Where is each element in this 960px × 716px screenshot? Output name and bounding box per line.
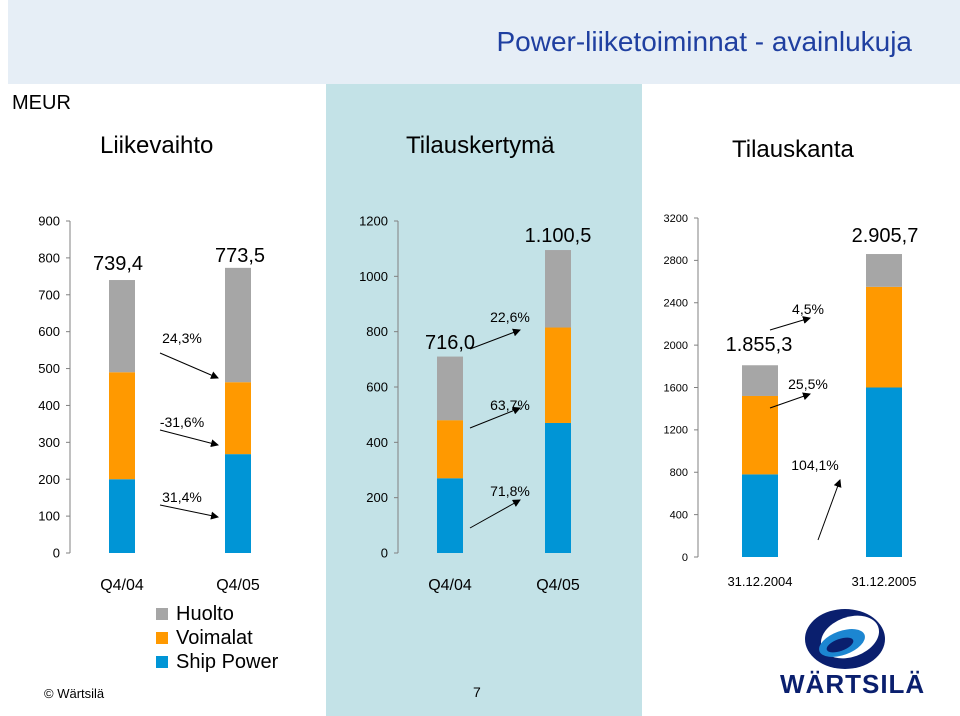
- legend-label-ship-power: Ship Power: [176, 650, 279, 673]
- change-arrow: [469, 499, 521, 529]
- logo-text: WÄRTSILÄ: [780, 669, 926, 699]
- y-tick-label: 0: [53, 546, 60, 561]
- change-label: 71,8%: [490, 483, 530, 499]
- category-label: Q4/04: [100, 577, 144, 594]
- category-label: 31.12.2004: [727, 574, 792, 589]
- bar-segment: [437, 478, 463, 553]
- y-tick-label: 3200: [664, 213, 688, 225]
- total-label: 1.855,3: [726, 334, 793, 356]
- change-arrow: [159, 352, 219, 379]
- page-number: 7: [473, 684, 481, 700]
- y-tick-label: 200: [38, 472, 60, 487]
- change-label: 63,7%: [490, 397, 530, 413]
- chart-title-tilauskertyma: Tilauskertymä: [406, 132, 555, 159]
- y-tick-label: 1000: [359, 269, 388, 284]
- legend-swatch-ship-power: [156, 656, 168, 668]
- legend-swatch-voimalat: [156, 632, 168, 644]
- legend-swatch-huolto: [156, 608, 168, 620]
- category-label: 31.12.2005: [851, 574, 916, 589]
- bar-segment: [742, 365, 778, 396]
- bar-segment: [866, 254, 902, 287]
- y-tick-label: 800: [38, 250, 60, 265]
- change-label: 4,5%: [792, 301, 824, 317]
- total-label: 716,0: [425, 332, 475, 354]
- y-tick-label: 1600: [664, 382, 688, 394]
- bar-segment: [437, 420, 463, 479]
- y-tick-label: 1200: [359, 214, 388, 229]
- legend-item-ship-power: Ship Power: [156, 650, 278, 674]
- change-arrow: [769, 316, 811, 331]
- title-bar: Power-liiketoiminnat - avainlukuja: [8, 0, 960, 84]
- y-tick-label: 400: [38, 398, 60, 413]
- unit-label: MEUR: [12, 92, 71, 114]
- category-label: Q4/05: [536, 577, 580, 594]
- legend: Huolto Voimalat Ship Power: [156, 602, 278, 674]
- change-arrow: [159, 504, 219, 520]
- change-arrow: [159, 429, 219, 448]
- change-label: 104,1%: [791, 457, 838, 473]
- y-tick-label: 2000: [664, 340, 688, 352]
- copyright: © Wärtsilä: [44, 686, 105, 701]
- legend-label-voimalat: Voimalat: [176, 626, 253, 649]
- total-label: 2.905,7: [852, 225, 919, 247]
- y-tick-label: 800: [366, 324, 388, 339]
- legend-item-voimalat: Voimalat: [156, 626, 278, 650]
- bar-segment: [866, 387, 902, 557]
- change-label: 22,6%: [490, 309, 530, 325]
- change-arrow: [469, 328, 521, 350]
- bar-segment: [742, 474, 778, 557]
- change-label: 31,4%: [162, 489, 202, 505]
- change-label: -31,6%: [160, 414, 204, 430]
- page-title: Power-liiketoiminnat - avainlukuja: [496, 26, 912, 57]
- y-tick-label: 1200: [664, 425, 688, 437]
- total-label: 1.100,5: [525, 225, 592, 247]
- bar-segment: [225, 454, 251, 553]
- y-tick-label: 400: [366, 435, 388, 450]
- y-tick-label: 100: [38, 509, 60, 524]
- change-label: 25,5%: [788, 376, 828, 392]
- y-tick-label: 2800: [664, 255, 688, 267]
- bar-segment: [109, 479, 135, 553]
- y-tick-label: 500: [38, 361, 60, 376]
- bar-segment: [437, 356, 463, 421]
- bar-segment: [545, 422, 571, 553]
- bar-segment: [545, 327, 571, 423]
- bar-segment: [742, 395, 778, 475]
- y-tick-label: 300: [38, 435, 60, 450]
- bar-segment: [545, 250, 571, 328]
- bar-segment: [225, 267, 251, 383]
- y-tick-label: 700: [38, 287, 60, 302]
- y-tick-label: 600: [38, 324, 60, 339]
- y-tick-label: 900: [38, 214, 60, 229]
- y-tick-label: 200: [366, 490, 388, 505]
- change-arrow: [469, 406, 521, 429]
- bar-segment: [109, 372, 135, 480]
- bar-segment: [109, 280, 135, 373]
- category-label: Q4/04: [428, 577, 472, 594]
- wartsila-logo: WÄRTSILÄ: [780, 605, 926, 701]
- total-label: 773,5: [215, 245, 265, 267]
- change-arrow: [769, 392, 811, 409]
- total-label: 739,4: [93, 253, 143, 275]
- bar-segment: [866, 286, 902, 388]
- change-label: 24,3%: [162, 330, 202, 346]
- y-tick-label: 400: [670, 509, 688, 521]
- y-tick-label: 0: [381, 546, 388, 561]
- bar-segment: [225, 382, 251, 455]
- change-arrow: [817, 479, 842, 541]
- logo-swirl-icon: [805, 609, 885, 669]
- center-highlight-panel: [326, 84, 642, 716]
- chart-title-liikevaihto: Liikevaihto: [100, 132, 214, 159]
- legend-item-huolto: Huolto: [156, 602, 278, 626]
- legend-label-huolto: Huolto: [176, 602, 234, 625]
- y-tick-label: 0: [682, 552, 688, 564]
- category-label: Q4/05: [216, 577, 260, 594]
- y-tick-label: 800: [670, 467, 688, 479]
- y-tick-label: 2400: [664, 298, 688, 310]
- y-tick-label: 600: [366, 380, 388, 395]
- chart-title-tilauskanta: Tilauskanta: [732, 136, 854, 163]
